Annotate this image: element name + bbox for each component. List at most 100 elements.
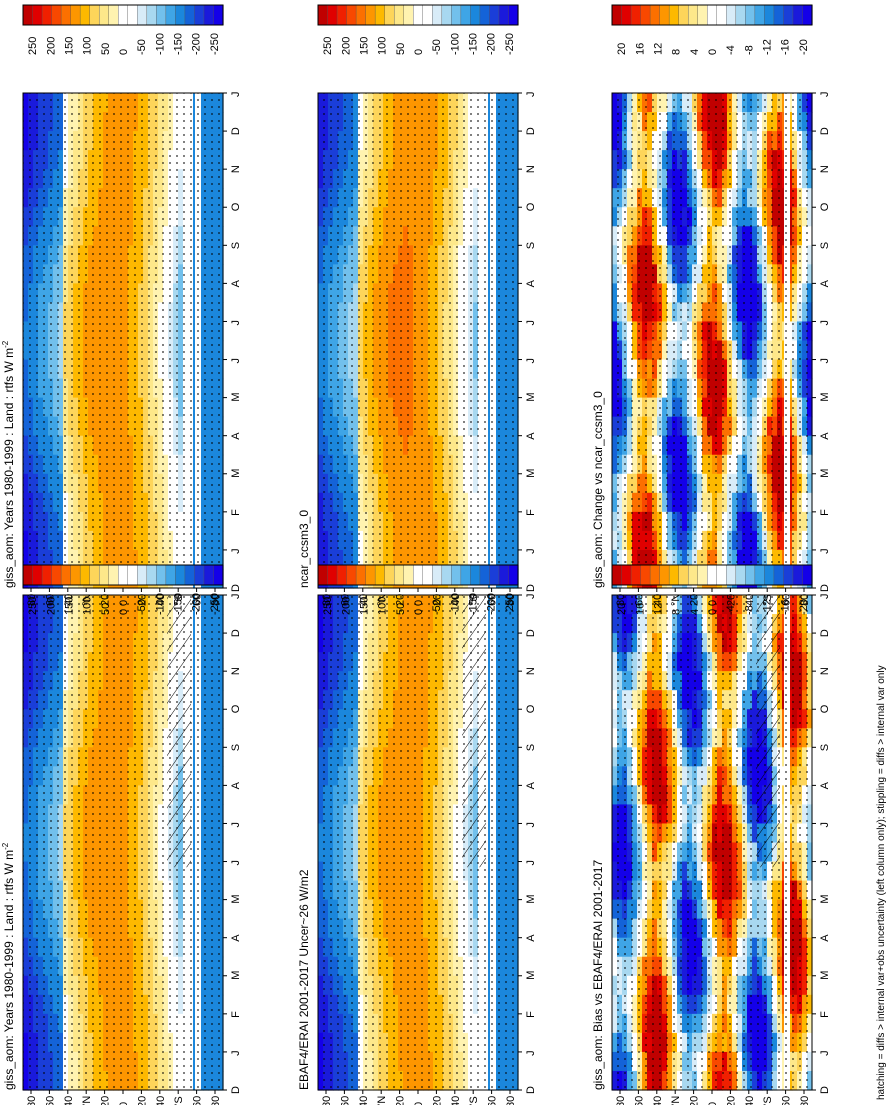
lat-tick-label: 20 xyxy=(431,594,443,606)
stippling xyxy=(318,93,518,588)
month-tick-label: N xyxy=(230,165,242,173)
lat-tick-label: °N xyxy=(376,1096,388,1105)
month-tick-label: A xyxy=(525,432,537,440)
month-tick-label: J xyxy=(525,1050,537,1056)
lat-tick-label: 80 xyxy=(505,1096,517,1105)
month-tick-label: A xyxy=(230,279,242,287)
lat-tick-label: 80 xyxy=(210,1096,222,1105)
month-tick-label: J xyxy=(525,594,537,600)
heatmap-field xyxy=(318,595,519,1091)
month-tick-label: J xyxy=(230,860,242,866)
month-tick-label: D xyxy=(230,629,242,637)
month-tick-label: S xyxy=(525,242,537,249)
month-tick-label: J xyxy=(525,860,537,866)
month-tick-label: M xyxy=(525,894,537,903)
hatching xyxy=(462,595,486,868)
month-tick-label: J xyxy=(230,548,242,554)
stippling xyxy=(23,93,223,588)
month-tick-label: F xyxy=(230,509,242,516)
month-tick-label: O xyxy=(525,704,537,713)
month-tick-label: F xyxy=(525,509,537,516)
lat-tick-label: 80 xyxy=(26,1096,38,1105)
month-tick-label: D xyxy=(230,1086,242,1094)
lat-axis: 80 60 40 °N 20 0 20 40 °S 60 80 xyxy=(26,1090,222,1105)
lat-tick-label: 20 xyxy=(395,594,407,606)
month-tick-label: J xyxy=(230,92,242,98)
lat-tick-label: 20 xyxy=(136,1096,148,1105)
lat-tick-label: 40 xyxy=(63,594,75,606)
month-tick-label: F xyxy=(525,1011,537,1018)
lat-tick-label: 20 xyxy=(395,1096,407,1105)
month-tick-label: S xyxy=(230,744,242,751)
month-tick-label: J xyxy=(230,1050,242,1056)
month-tick-label: J xyxy=(525,320,537,326)
month-tick-label: J xyxy=(525,358,537,364)
lat-tick-label: 60 xyxy=(487,1096,499,1105)
month-tick-label: S xyxy=(230,242,242,249)
month-tick-label: M xyxy=(230,392,242,401)
month-tick-label: A xyxy=(525,934,537,942)
lat-tick-label: 40 xyxy=(450,1096,462,1105)
month-tick-label: O xyxy=(230,704,242,713)
month-tick-label: A xyxy=(230,781,242,789)
lat-tick-label: 60 xyxy=(487,594,499,606)
lat-tick-label: 80 xyxy=(210,594,222,606)
panel-title: giss_aom: Years 1980-1999 : Land : rtfs … xyxy=(1,340,16,588)
month-tick-label: J xyxy=(230,822,242,828)
lat-tick-label: 20 xyxy=(136,594,148,606)
lat-axis: 80 60 40 °N 20 0 20 40 °S 60 80 xyxy=(321,1090,517,1105)
lat-tick-label: 80 xyxy=(505,594,517,606)
lat-tick-label: 60 xyxy=(44,594,56,606)
lat-axis: 80 60 40 °N 20 0 20 40 °S 60 80 xyxy=(26,588,222,606)
panel-giss-aom-right: giss_aom: Years 1980-1999 : Land : rtfs … xyxy=(1,92,242,607)
month-tick-label: M xyxy=(230,971,242,980)
lat-tick-label: 40 xyxy=(63,1096,75,1105)
lat-tick-label: 80 xyxy=(321,1096,333,1105)
lat-tick-label: °N xyxy=(81,594,93,606)
month-tick-label: D xyxy=(525,127,537,135)
lat-tick-label: 40 xyxy=(358,1096,370,1105)
lat-tick-label: °N xyxy=(81,1096,93,1105)
lat-tick-label: 0 xyxy=(118,1102,130,1105)
month-tick-label: D xyxy=(230,584,242,592)
month-tick-label: S xyxy=(525,744,537,751)
month-tick-label: J xyxy=(525,548,537,554)
lat-tick-label: 40 xyxy=(450,594,462,606)
lat-axis: 80 60 40 °N 20 0 20 40 °S 60 80 xyxy=(321,588,517,606)
month-tick-label: N xyxy=(230,667,242,675)
panel-ebaf4-erai: EBAF4/ERAI 2001-2017 Uncer~26 W/m2 D J F M A… xyxy=(297,594,537,1105)
month-tick-label: D xyxy=(525,629,537,637)
lat-tick-label: 80 xyxy=(321,594,333,606)
month-tick-label: A xyxy=(525,781,537,789)
month-tick-label: A xyxy=(230,432,242,440)
lat-tick-label: °S xyxy=(468,1096,480,1105)
lat-tick-label: 60 xyxy=(339,594,351,606)
month-tick-label: J xyxy=(230,358,242,364)
month-tick-label: D xyxy=(525,584,537,592)
lat-tick-label: 0 xyxy=(413,1102,425,1105)
month-tick-label: A xyxy=(230,934,242,942)
panel-title: EBAF4/ERAI 2001-2017 Uncer~26 W/m2 xyxy=(297,869,311,1090)
lat-tick-label: 60 xyxy=(192,1096,204,1105)
heatmap-field xyxy=(318,93,519,589)
lat-tick-label: °S xyxy=(173,1096,185,1105)
month-tick-label: M xyxy=(525,971,537,980)
month-tick-label: D xyxy=(525,1086,537,1094)
month-tick-label: M xyxy=(525,392,537,401)
month-tick-label: N xyxy=(525,165,537,173)
month-tick-label: O xyxy=(525,202,537,211)
stippling xyxy=(23,595,223,1090)
panel-title: giss_aom: Years 1980-1999 : Land : rtfs … xyxy=(1,842,16,1090)
panel-bias: giss_aom: Bias vs EBAF4/ERAI 2001-2017 D… xyxy=(591,594,831,1105)
month-tick-label: J xyxy=(230,594,242,600)
hatching xyxy=(167,595,191,868)
month-tick-label: A xyxy=(525,279,537,287)
lat-tick-label: °S xyxy=(468,594,480,606)
lat-tick-label: 60 xyxy=(339,1096,351,1105)
month-tick-label: F xyxy=(230,1011,242,1018)
lat-tick-label: 20 xyxy=(100,1096,112,1105)
